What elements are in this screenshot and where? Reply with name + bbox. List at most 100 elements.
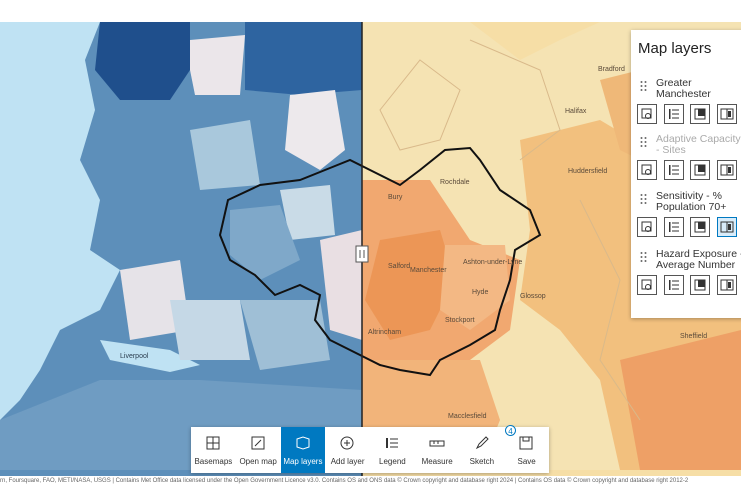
grip-dot: [640, 202, 643, 204]
grip-dot: [644, 260, 647, 262]
toolbar-button[interactable]: Map layers: [280, 427, 326, 473]
layer-tools: [637, 104, 741, 126]
tool-icon: [668, 109, 679, 119]
toolbar-button[interactable]: Legend: [370, 427, 415, 473]
layer-tool-button[interactable]: [637, 275, 657, 295]
layer-tool-button[interactable]: [663, 104, 684, 124]
icon-part: [698, 165, 705, 172]
toolbar-button[interactable]: Save: [504, 427, 549, 473]
toolbar: Basemaps Open map Map layers Add layer Legen…: [191, 425, 549, 473]
toolbar-button[interactable]: Add layer: [325, 427, 370, 473]
layer-tool-button[interactable]: [637, 160, 657, 180]
grip-dot: [644, 145, 647, 147]
drag-handle[interactable]: [640, 251, 648, 263]
button-label: Measure: [421, 457, 453, 466]
tool-icon: [720, 108, 733, 120]
tool-icon: [668, 280, 679, 290]
layer-name[interactable]: Greater Manchester: [656, 78, 711, 100]
region: [285, 90, 345, 170]
button-label: Open map: [239, 457, 277, 466]
icon: [429, 440, 445, 447]
button-label: Add layer: [330, 457, 365, 466]
icon-part: [645, 169, 651, 175]
tool-icon: [720, 279, 733, 291]
layer-tool-button[interactable]: [663, 160, 684, 180]
place-label: Glossop: [520, 293, 546, 300]
grip-dot: [644, 194, 647, 196]
icon-part: [251, 436, 265, 450]
region: [620, 330, 741, 470]
attribution: rn, Foursquare, FAO, METI/NASA, USGS | C…: [0, 476, 741, 486]
boundary: [579, 199, 641, 421]
layer-tool-button[interactable]: [690, 104, 710, 124]
drag-handle[interactable]: [640, 193, 648, 205]
layer-tool-button[interactable]: [716, 104, 737, 124]
layer-tools: [637, 275, 741, 297]
layer-tool-button[interactable]: [637, 104, 657, 124]
icon-part: [519, 436, 533, 450]
layer-tool-button[interactable]: [716, 275, 737, 295]
toolbar-button[interactable]: Measure: [415, 427, 460, 473]
icon: [251, 436, 265, 450]
grip-dot: [644, 198, 647, 200]
layer-tool-button[interactable]: [690, 160, 710, 180]
region: [190, 35, 245, 95]
grip-dot: [640, 260, 643, 262]
region: [240, 300, 330, 370]
place-label: Salford: [388, 263, 410, 270]
map-view[interactable]: Rochdale Bury Manchester Ashton-under-Ly…: [0, 22, 741, 476]
layer-tool-button[interactable]: [716, 160, 737, 180]
region: [245, 22, 362, 95]
icon: [519, 436, 533, 450]
grip-dot: [640, 198, 643, 200]
place-label: Macclesfield: [448, 413, 487, 420]
layer-tool-button[interactable]: [716, 217, 737, 237]
tool-icon: [720, 221, 733, 233]
layer-tool-button[interactable]: [663, 217, 684, 237]
grip-dot: [644, 202, 647, 204]
icon-part: [668, 109, 670, 119]
place-label: Halifax: [565, 108, 587, 115]
region: [320, 230, 362, 340]
region: [365, 230, 455, 340]
icon-part: [340, 436, 354, 450]
icon: [340, 436, 354, 450]
icon-part: [727, 167, 731, 173]
icon-part: [698, 280, 705, 287]
drag-handle[interactable]: [640, 80, 648, 92]
layer-tool-button[interactable]: [690, 275, 710, 295]
layer-name[interactable]: Sensitivity - % Population 70+: [656, 191, 727, 213]
tool-icon: [641, 221, 652, 232]
sea: [0, 22, 120, 420]
layer-count-badge: 4: [505, 425, 516, 436]
layer-name[interactable]: Hazard Exposure - Average Number of Summ…: [656, 249, 741, 271]
layer-name[interactable]: Adaptive Capacity - Sites: [656, 134, 741, 156]
place-label: Stockport: [445, 317, 475, 324]
toolbar-button[interactable]: Open map: [236, 427, 281, 473]
grip-dot: [640, 141, 643, 143]
drag-handle[interactable]: [640, 136, 648, 148]
grip-dot: [644, 141, 647, 143]
button-label: Basemaps: [194, 457, 233, 466]
toolbar-button[interactable]: Sketch: [460, 427, 505, 473]
layer-tool-button[interactable]: [637, 217, 657, 237]
region: [170, 300, 250, 360]
region: [95, 22, 190, 100]
toolbar-button[interactable]: Basemaps: [191, 427, 236, 473]
icon-part: [645, 284, 651, 290]
icon: [296, 436, 309, 450]
grip-dot: [640, 256, 643, 258]
icon-part: [645, 226, 651, 232]
layer-tools: [637, 160, 741, 182]
layer-tool-button[interactable]: [690, 217, 710, 237]
tool-icon: [641, 279, 652, 290]
place-label: Hyde: [472, 289, 488, 296]
boundary: [469, 39, 561, 161]
icon-part: [668, 165, 670, 175]
swipe-handle[interactable]: [355, 245, 369, 263]
icon: [475, 436, 489, 450]
greater-manchester-boundary: [218, 146, 542, 377]
grip-dot: [640, 89, 643, 91]
layer-tool-button[interactable]: [663, 275, 684, 295]
icon-part: [475, 436, 489, 450]
